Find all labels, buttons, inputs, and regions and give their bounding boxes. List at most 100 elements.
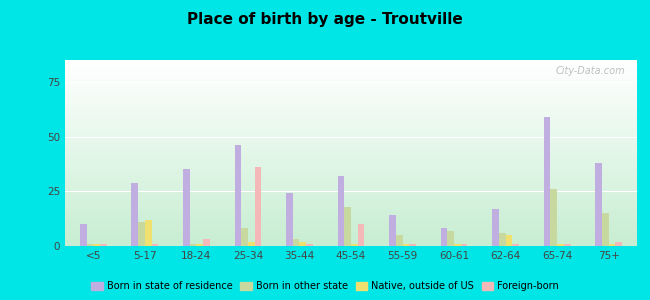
Bar	[65, 235, 637, 236]
Bar	[65, 118, 637, 119]
Bar	[65, 188, 637, 189]
Bar	[65, 166, 637, 167]
Bar	[65, 196, 637, 197]
Bar	[65, 94, 637, 95]
Bar	[344, 207, 351, 246]
Bar	[65, 146, 637, 147]
Bar	[65, 175, 637, 176]
Bar	[241, 229, 248, 246]
Bar	[145, 220, 151, 246]
Bar	[492, 209, 499, 246]
Bar	[65, 109, 637, 110]
Bar	[65, 202, 637, 203]
Text: City-Data.com: City-Data.com	[556, 66, 625, 76]
Text: Place of birth by age - Troutville: Place of birth by age - Troutville	[187, 12, 463, 27]
Bar	[65, 209, 637, 210]
Bar	[389, 215, 396, 246]
Bar	[65, 82, 637, 83]
Bar	[65, 150, 637, 151]
Bar	[65, 170, 637, 171]
Bar	[65, 158, 637, 159]
Bar	[65, 193, 637, 194]
Bar	[65, 137, 637, 138]
Bar	[65, 73, 637, 74]
Bar	[65, 194, 637, 195]
Bar	[602, 213, 608, 246]
Bar	[65, 238, 637, 239]
Bar	[65, 214, 637, 215]
Bar	[65, 243, 637, 244]
Bar	[65, 219, 637, 220]
Bar	[65, 238, 637, 239]
Bar	[65, 130, 637, 131]
Bar	[65, 132, 637, 133]
Bar	[65, 99, 637, 100]
Bar	[65, 172, 637, 173]
Bar	[65, 100, 637, 101]
Bar	[65, 154, 637, 155]
Bar	[454, 244, 461, 246]
Bar	[131, 182, 138, 246]
Bar	[65, 74, 637, 75]
Bar	[65, 224, 637, 225]
Bar	[65, 81, 637, 82]
Bar	[65, 201, 637, 202]
Bar	[65, 117, 637, 118]
Bar	[235, 145, 241, 246]
Bar	[65, 101, 637, 102]
Bar	[65, 199, 637, 200]
Bar	[65, 90, 637, 91]
Bar	[65, 173, 637, 174]
Bar	[65, 225, 637, 226]
Bar	[65, 161, 637, 162]
Bar	[396, 235, 402, 246]
Bar	[499, 233, 506, 246]
Bar	[65, 245, 637, 246]
Bar	[65, 71, 637, 72]
Bar	[65, 113, 637, 114]
Bar	[65, 160, 637, 161]
Bar	[564, 244, 571, 246]
Bar	[65, 92, 637, 94]
Bar	[65, 135, 637, 136]
Bar	[65, 171, 637, 172]
Bar	[65, 185, 637, 187]
Bar	[65, 80, 637, 81]
Bar	[65, 237, 637, 238]
Bar	[65, 127, 637, 128]
Bar	[65, 155, 637, 156]
Bar	[65, 217, 637, 218]
Bar	[65, 104, 637, 105]
Bar	[65, 72, 637, 73]
Bar	[65, 139, 637, 140]
Bar	[65, 220, 637, 221]
Bar	[138, 222, 145, 246]
Bar	[65, 91, 637, 92]
Bar	[65, 153, 637, 154]
Bar	[65, 103, 637, 104]
Bar	[65, 239, 637, 240]
Bar	[65, 200, 637, 201]
Bar	[544, 117, 551, 246]
Bar	[65, 183, 637, 184]
Bar	[65, 124, 637, 125]
Bar	[65, 60, 637, 61]
Bar	[65, 234, 637, 235]
Bar	[65, 141, 637, 142]
Bar	[65, 232, 637, 233]
Bar	[65, 107, 637, 108]
Bar	[65, 221, 637, 222]
Bar	[65, 218, 637, 219]
Bar	[65, 178, 637, 179]
Bar	[306, 244, 313, 246]
Bar	[86, 244, 94, 246]
Bar	[65, 167, 637, 168]
Bar	[65, 151, 637, 152]
Bar	[65, 197, 637, 198]
Bar	[65, 192, 637, 193]
Bar	[65, 108, 637, 109]
Bar	[506, 235, 512, 246]
Bar	[65, 222, 637, 223]
Bar	[65, 184, 637, 185]
Bar	[65, 79, 637, 80]
